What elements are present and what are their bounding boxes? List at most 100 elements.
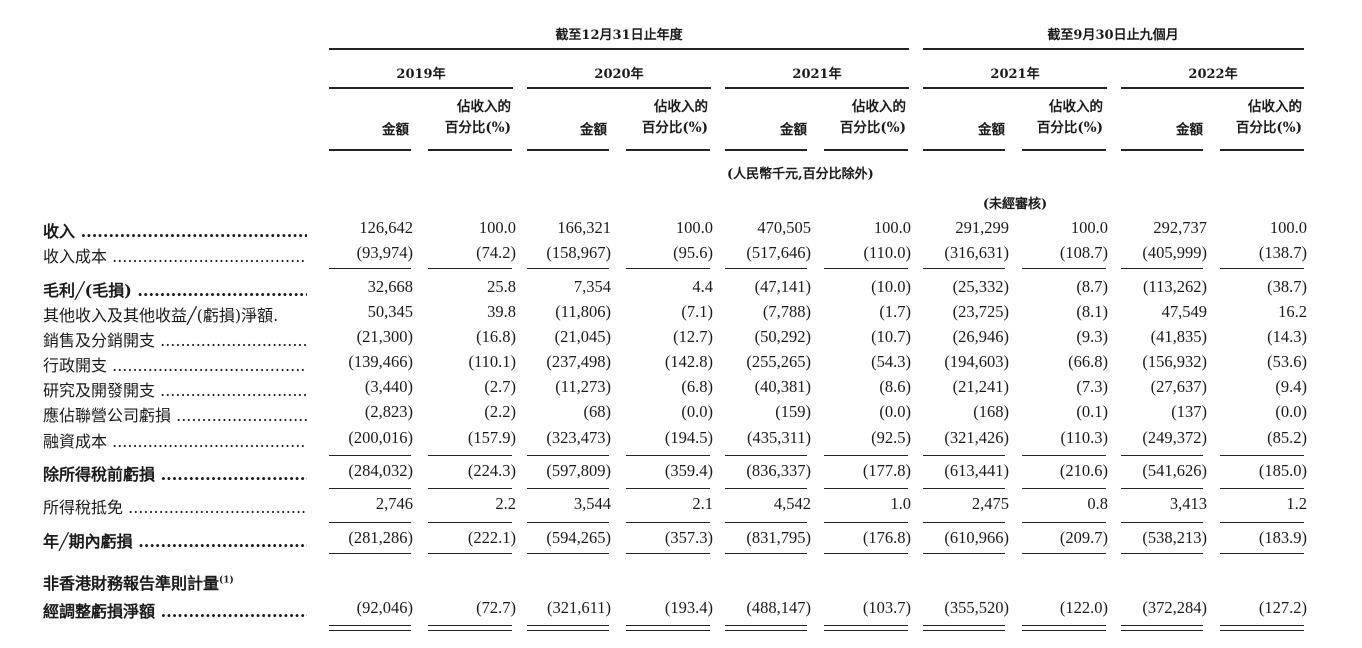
percent-cell: (122.0) — [1059, 598, 1108, 617]
amount-column-header: 金額 — [580, 122, 607, 138]
percent-column-header: 佔收入的 百分比(%) — [811, 97, 906, 139]
subheader-rule — [626, 149, 710, 151]
leader-dots: ........................................… — [137, 281, 307, 300]
percent-cell: (177.8) — [862, 461, 911, 480]
total-rule — [725, 625, 807, 626]
percent-cell: 1.0 — [890, 494, 911, 513]
row-label-text: 銷售及分銷開支 — [43, 331, 156, 350]
percent-cell: (0.0) — [681, 402, 713, 421]
total-rule — [527, 630, 609, 631]
amount-cell: (25,332) — [952, 277, 1009, 296]
amount-cell: (11,806) — [555, 302, 611, 321]
total-rule — [329, 630, 411, 631]
amount-cell: (47,141) — [754, 277, 811, 296]
percent-cell: (10.7) — [871, 327, 911, 346]
percent-cell: 2.2 — [495, 494, 516, 513]
total-rule — [626, 488, 710, 489]
percent-cell: (127.2) — [1258, 598, 1307, 617]
row-label-text: 其他收入及其他收益╱(虧損)淨額. — [43, 306, 279, 325]
total-rule — [1121, 268, 1203, 269]
year-rule — [1121, 87, 1304, 89]
percent-header-line1: 佔收入的 — [1049, 99, 1103, 115]
row-label-text: 所得稅抵免 — [43, 498, 124, 517]
percent-cell: 16.2 — [1278, 302, 1307, 321]
percent-cell: 0.8 — [1087, 494, 1108, 513]
leader-dots: ........................................… — [80, 222, 307, 241]
total-rule — [923, 522, 1005, 523]
total-rule — [1121, 553, 1203, 554]
percent-cell: (12.7) — [673, 327, 713, 346]
amount-cell: (194,603) — [944, 352, 1009, 371]
amount-column-header: 金額 — [780, 122, 807, 138]
total-rule — [1121, 455, 1203, 456]
percent-cell: (108.7) — [1059, 243, 1108, 262]
amount-cell: (836,337) — [746, 461, 811, 480]
percent-cell: (210.6) — [1059, 461, 1108, 480]
percent-cell: (224.3) — [467, 461, 516, 480]
total-rule — [1022, 553, 1106, 554]
amount-cell: (21,241) — [952, 377, 1009, 396]
amount-cell: (613,441) — [944, 461, 1009, 480]
total-rule — [329, 488, 411, 489]
total-rule — [1121, 630, 1203, 631]
amount-cell: (488,147) — [746, 598, 811, 617]
total-rule — [626, 455, 710, 456]
percent-cell: (176.8) — [862, 528, 911, 547]
leader-dots: ........................................… — [160, 331, 307, 350]
subheader-rule — [1220, 149, 1304, 151]
amount-column-header: 金額 — [382, 122, 409, 138]
row-label: 除所得稅前虧損 ................................… — [43, 461, 307, 485]
amount-cell: (3,440) — [364, 377, 413, 396]
total-rule — [1121, 488, 1203, 489]
group-rule-annual — [329, 48, 909, 50]
amount-cell: (23,725) — [952, 302, 1009, 321]
percent-cell: (157.9) — [467, 428, 516, 447]
row-label: 毛利╱(毛損) ................................… — [43, 277, 307, 301]
percent-cell: (0.0) — [1275, 402, 1307, 421]
percent-cell: (14.3) — [1267, 327, 1307, 346]
amount-cell: (597,809) — [546, 461, 611, 480]
year-rule — [329, 87, 513, 89]
amount-cell: (200,016) — [348, 428, 413, 447]
total-rule — [923, 625, 1005, 626]
amount-cell: (372,284) — [1142, 598, 1207, 617]
unaudited-note: (未經審核) — [982, 197, 1048, 212]
percent-header-line2: 百分比(%) — [839, 120, 906, 136]
amount-cell: (405,999) — [1142, 243, 1207, 262]
total-rule — [923, 553, 1005, 554]
total-rule — [824, 553, 908, 554]
total-rule — [1121, 625, 1203, 626]
percent-cell: (85.2) — [1267, 428, 1307, 447]
subheader-rule — [824, 149, 908, 151]
percent-cell: (54.3) — [871, 352, 911, 371]
amount-cell: (68) — [583, 402, 612, 421]
amount-cell: (538,213) — [1142, 528, 1207, 547]
amount-cell: (355,520) — [944, 598, 1009, 617]
row-label: 所得稅抵免 ..................................… — [43, 494, 307, 518]
percent-cell: 25.8 — [487, 277, 516, 296]
amount-cell: 291,299 — [955, 218, 1009, 237]
year-header: 2021年 — [990, 67, 1040, 82]
leader-dots: ........................................… — [160, 465, 307, 484]
group-header-annual: 截至12月31日止年度 — [555, 28, 683, 43]
amount-cell: 166,321 — [557, 218, 611, 237]
amount-cell: (321,426) — [944, 428, 1009, 447]
row-label: 其他收入及其他收益╱(虧損)淨額. — [43, 302, 307, 326]
subheader-rule — [1121, 149, 1203, 151]
row-label-text: 年╱期內虧損 — [43, 532, 133, 551]
total-rule — [329, 625, 411, 626]
percent-column-header: 佔收入的 百分比(%) — [416, 97, 511, 139]
total-rule — [428, 268, 512, 269]
percent-cell: 2.1 — [692, 494, 713, 513]
row-label-text: 收入成本 — [43, 247, 108, 266]
group-header-nine-months: 截至9月30日止九個月 — [1047, 28, 1179, 43]
percent-cell: 100.0 — [1269, 218, 1307, 237]
total-rule — [725, 455, 807, 456]
total-rule — [824, 488, 908, 489]
percent-cell: (2.7) — [484, 377, 516, 396]
leader-dots: ........................................… — [112, 247, 307, 266]
leader-dots: ........................................… — [160, 381, 307, 400]
amount-cell: (323,473) — [546, 428, 611, 447]
percent-header-line2: 百分比(%) — [641, 120, 708, 136]
total-rule — [1022, 455, 1106, 456]
